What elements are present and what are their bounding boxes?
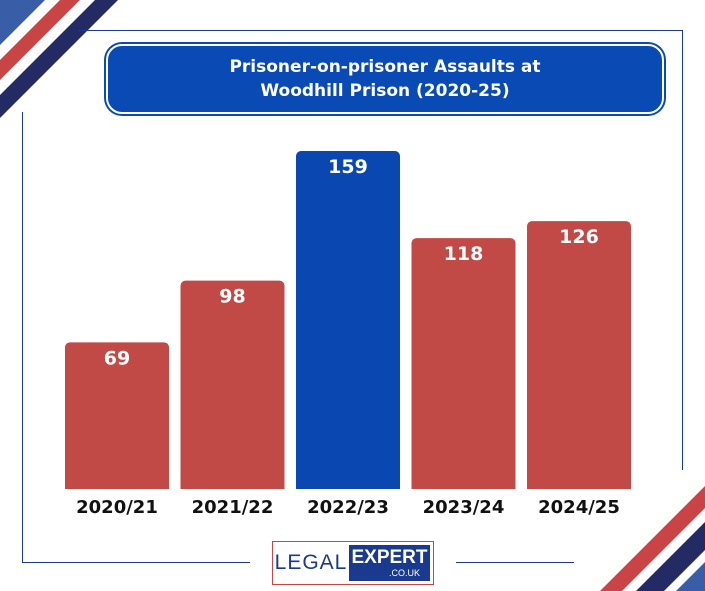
stripe-bottom-right-1 [600, 486, 705, 591]
x-tick-label-2021/22: 2021/22 [192, 497, 274, 518]
bar-base-2024/25 [527, 483, 631, 489]
stripe-top-left-2 [0, 0, 118, 118]
x-tick-label-2024/25: 2024/25 [538, 497, 620, 518]
data-label-2021/22: 98 [219, 286, 245, 308]
bar-base-2021/22 [180, 483, 285, 489]
x-tick-label-2023/24: 2023/24 [423, 497, 505, 518]
chart-title-line-1: Prisoner-on-prisoner Assaults at [229, 57, 541, 77]
chart-title-line-2: Woodhill Prison (2020-25) [260, 81, 510, 101]
frame-left-line [22, 112, 23, 562]
stripe-top-left-3 [0, 0, 45, 45]
bar-base-2023/24 [411, 483, 516, 489]
logo-legal-text: LEGAL [274, 551, 348, 574]
bar-2022/23 [296, 151, 400, 489]
bar-2024/25 [527, 221, 631, 489]
frame-right-line [682, 30, 683, 470]
legal-expert-logo: LEGAL EXPERT .CO.UK [272, 541, 434, 585]
stripe-top-left-1 [0, 0, 80, 80]
data-label-2020/21: 69 [104, 347, 130, 369]
x-tick-label-2020/21: 2020/21 [76, 497, 158, 518]
bar-2021/22 [180, 280, 285, 489]
frame-top-line [78, 30, 682, 31]
logo-expert-block: EXPERT .CO.UK [349, 545, 430, 581]
logo-expert-text: EXPERT [351, 547, 428, 568]
data-label-2023/24: 118 [444, 243, 484, 265]
frame-bottom-line-left [22, 562, 250, 563]
x-tick-label-2022/23: 2022/23 [307, 497, 389, 518]
data-label-2022/23: 159 [328, 156, 368, 178]
bar-2023/24 [411, 238, 516, 489]
stripe-bottom-right-2 [636, 522, 705, 591]
stripe-bottom-right-3 [676, 562, 705, 591]
data-label-2024/25: 126 [559, 226, 599, 248]
bar-2020/21 [65, 342, 169, 489]
frame-bottom-line-right [456, 562, 574, 563]
bar-base-2020/21 [65, 483, 169, 489]
bar-base-2022/23 [296, 483, 400, 489]
chart-title-box: Prisoner-on-prisoner Assaults at Woodhil… [106, 44, 664, 114]
logo-domain-text: .CO.UK [388, 568, 420, 578]
